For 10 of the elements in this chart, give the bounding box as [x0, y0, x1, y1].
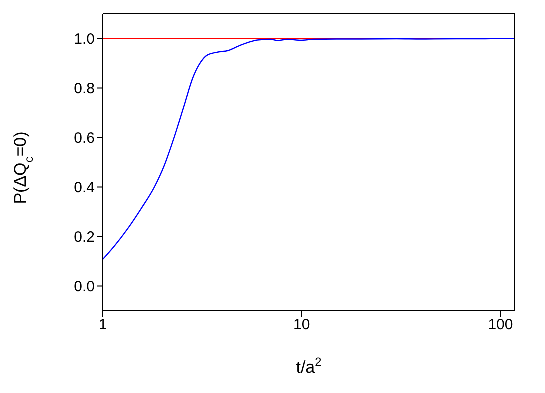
x-tick-label: 1 [98, 316, 108, 334]
x-axis-title: t/a$^{2}$ [296, 355, 322, 377]
x-tick-label: 100 [488, 316, 514, 334]
y-tick-label: 1.0 [74, 31, 95, 48]
y-tick-label: 0.6 [74, 130, 95, 148]
y-tick-label: 0.2 [74, 229, 95, 246]
x-tick-label: 10 [294, 316, 310, 334]
y-tick-label: 0.0 [74, 278, 95, 296]
y-tick-label: 0.4 [74, 180, 95, 197]
y-tick-label: 0.8 [74, 80, 95, 98]
